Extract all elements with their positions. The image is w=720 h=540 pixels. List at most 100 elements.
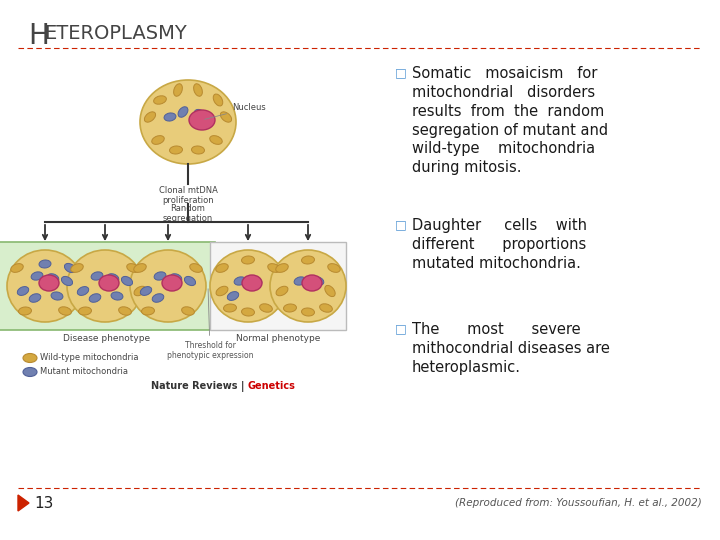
Ellipse shape: [152, 294, 164, 302]
Ellipse shape: [39, 260, 51, 268]
Ellipse shape: [210, 250, 286, 322]
Ellipse shape: [234, 277, 246, 285]
Ellipse shape: [64, 264, 76, 273]
Ellipse shape: [276, 286, 288, 296]
Ellipse shape: [312, 276, 324, 285]
Ellipse shape: [130, 250, 206, 322]
Ellipse shape: [122, 276, 132, 286]
Ellipse shape: [111, 292, 123, 300]
Ellipse shape: [242, 275, 262, 291]
Ellipse shape: [276, 264, 288, 272]
Ellipse shape: [154, 272, 166, 280]
Ellipse shape: [213, 94, 222, 106]
Ellipse shape: [89, 294, 101, 302]
Ellipse shape: [78, 307, 91, 315]
Text: The      most      severe
mithocondrial diseases are
heteroplasmic.: The most severe mithocondrial diseases a…: [412, 322, 610, 375]
Ellipse shape: [241, 308, 254, 316]
Ellipse shape: [162, 275, 182, 291]
Ellipse shape: [270, 250, 346, 322]
Ellipse shape: [23, 354, 37, 362]
Ellipse shape: [328, 264, 341, 272]
Ellipse shape: [91, 272, 103, 280]
Text: H: H: [28, 22, 49, 50]
Ellipse shape: [30, 294, 41, 302]
Text: Nucleus: Nucleus: [204, 104, 266, 119]
Ellipse shape: [320, 304, 333, 312]
Ellipse shape: [11, 264, 23, 272]
Ellipse shape: [189, 110, 215, 130]
Ellipse shape: [48, 274, 59, 282]
Ellipse shape: [58, 307, 71, 315]
Ellipse shape: [99, 275, 119, 291]
Text: Wild-type mitochondria: Wild-type mitochondria: [40, 354, 138, 362]
Ellipse shape: [184, 276, 196, 286]
Text: Genetics: Genetics: [248, 381, 296, 391]
Ellipse shape: [302, 308, 315, 316]
Text: Mutant mitochondria: Mutant mitochondria: [40, 368, 128, 376]
Text: □: □: [395, 66, 407, 79]
Ellipse shape: [170, 274, 182, 282]
Text: Disease phenotype: Disease phenotype: [63, 334, 150, 343]
Ellipse shape: [119, 307, 131, 315]
Ellipse shape: [23, 368, 37, 376]
Ellipse shape: [169, 146, 182, 154]
Ellipse shape: [220, 112, 232, 122]
Ellipse shape: [140, 80, 236, 164]
Ellipse shape: [192, 146, 204, 154]
Ellipse shape: [71, 264, 84, 272]
Ellipse shape: [260, 304, 272, 312]
Ellipse shape: [223, 304, 236, 312]
Text: □: □: [395, 218, 407, 231]
Ellipse shape: [140, 287, 152, 295]
Ellipse shape: [194, 110, 206, 119]
Text: Daughter     cells    with
different      proportions
mutated mitochondria.: Daughter cells with different proportion…: [412, 218, 587, 271]
Text: Clonal mtDNA
proliferation: Clonal mtDNA proliferation: [158, 186, 217, 205]
Polygon shape: [18, 495, 29, 511]
Ellipse shape: [210, 136, 222, 144]
Ellipse shape: [39, 275, 59, 291]
Ellipse shape: [178, 107, 188, 117]
Ellipse shape: [19, 307, 32, 315]
Ellipse shape: [325, 286, 336, 296]
Ellipse shape: [153, 96, 166, 104]
Ellipse shape: [294, 277, 306, 285]
Text: Nature Reviews |: Nature Reviews |: [151, 381, 248, 392]
Ellipse shape: [164, 113, 176, 121]
Ellipse shape: [107, 274, 119, 282]
Ellipse shape: [216, 264, 228, 272]
Ellipse shape: [194, 84, 202, 96]
Ellipse shape: [302, 256, 315, 264]
Ellipse shape: [61, 276, 73, 286]
Text: □: □: [395, 322, 407, 335]
Ellipse shape: [142, 307, 155, 315]
Ellipse shape: [190, 264, 202, 272]
Ellipse shape: [302, 275, 322, 291]
Bar: [0, 242, 215, 330]
Ellipse shape: [268, 264, 280, 272]
Text: Threshold for
phenotypic expression: Threshold for phenotypic expression: [167, 289, 253, 360]
Text: 13: 13: [34, 496, 53, 510]
Ellipse shape: [284, 304, 297, 312]
Ellipse shape: [145, 112, 156, 122]
Ellipse shape: [250, 276, 262, 285]
Ellipse shape: [174, 84, 182, 96]
Text: Random
segregation: Random segregation: [163, 204, 213, 224]
Text: Somatic   mosaicism   for
mitochondrial   disorders
results  from  the  random
s: Somatic mosaicism for mitochondrial diso…: [412, 66, 608, 175]
Ellipse shape: [181, 307, 194, 315]
Ellipse shape: [152, 136, 164, 144]
Ellipse shape: [31, 272, 43, 280]
Ellipse shape: [228, 292, 239, 300]
Ellipse shape: [241, 256, 254, 264]
Text: (Reproduced from: Youssoufian, H. et al., 2002): (Reproduced from: Youssoufian, H. et al.…: [455, 498, 702, 508]
Ellipse shape: [77, 287, 89, 295]
Ellipse shape: [127, 264, 139, 272]
Ellipse shape: [67, 250, 143, 322]
Ellipse shape: [134, 286, 146, 296]
Text: ETEROPLASMY: ETEROPLASMY: [44, 24, 186, 43]
Text: Normal phenotype: Normal phenotype: [236, 334, 320, 343]
Ellipse shape: [7, 250, 83, 322]
Ellipse shape: [216, 286, 228, 296]
Ellipse shape: [134, 264, 146, 272]
Ellipse shape: [51, 292, 63, 300]
Ellipse shape: [17, 287, 29, 295]
